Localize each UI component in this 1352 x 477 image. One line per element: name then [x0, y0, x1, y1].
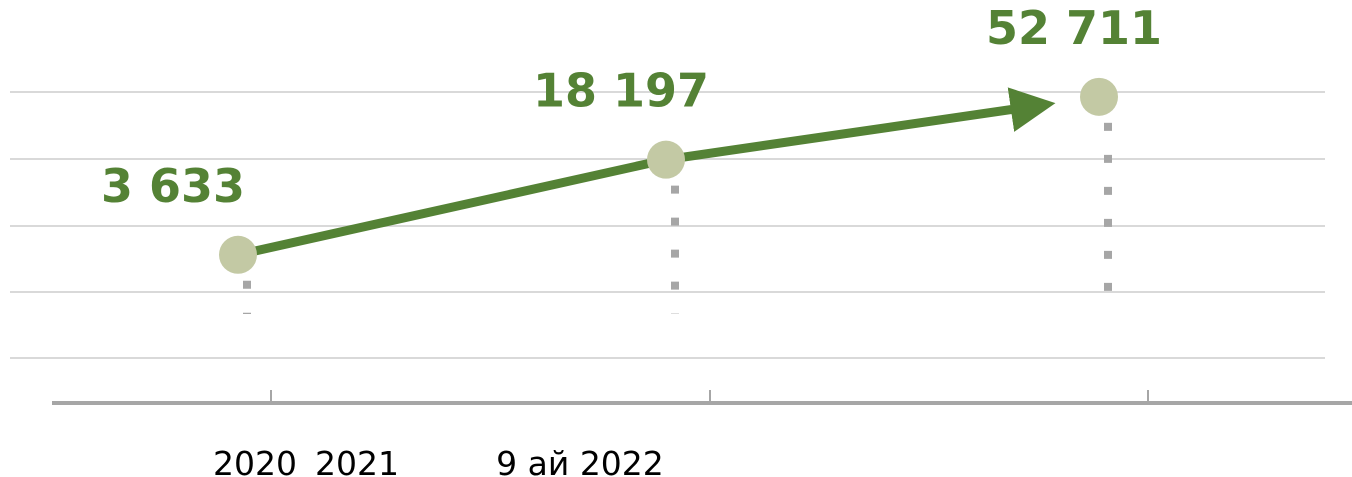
x-tick-label: 9 ай 2022 — [496, 444, 664, 477]
x-tick-label: 2020 — [213, 444, 297, 477]
line — [237, 87, 1056, 260]
value-label: 18 197 — [533, 64, 709, 118]
value-label: 52 711 — [986, 1, 1162, 55]
x-tick-label: 2021 — [315, 444, 399, 477]
marker — [1080, 77, 1118, 116]
marker — [219, 235, 257, 274]
marker — [647, 140, 685, 179]
grid — [10, 91, 1325, 359]
value-label: 3 633 — [101, 159, 245, 213]
